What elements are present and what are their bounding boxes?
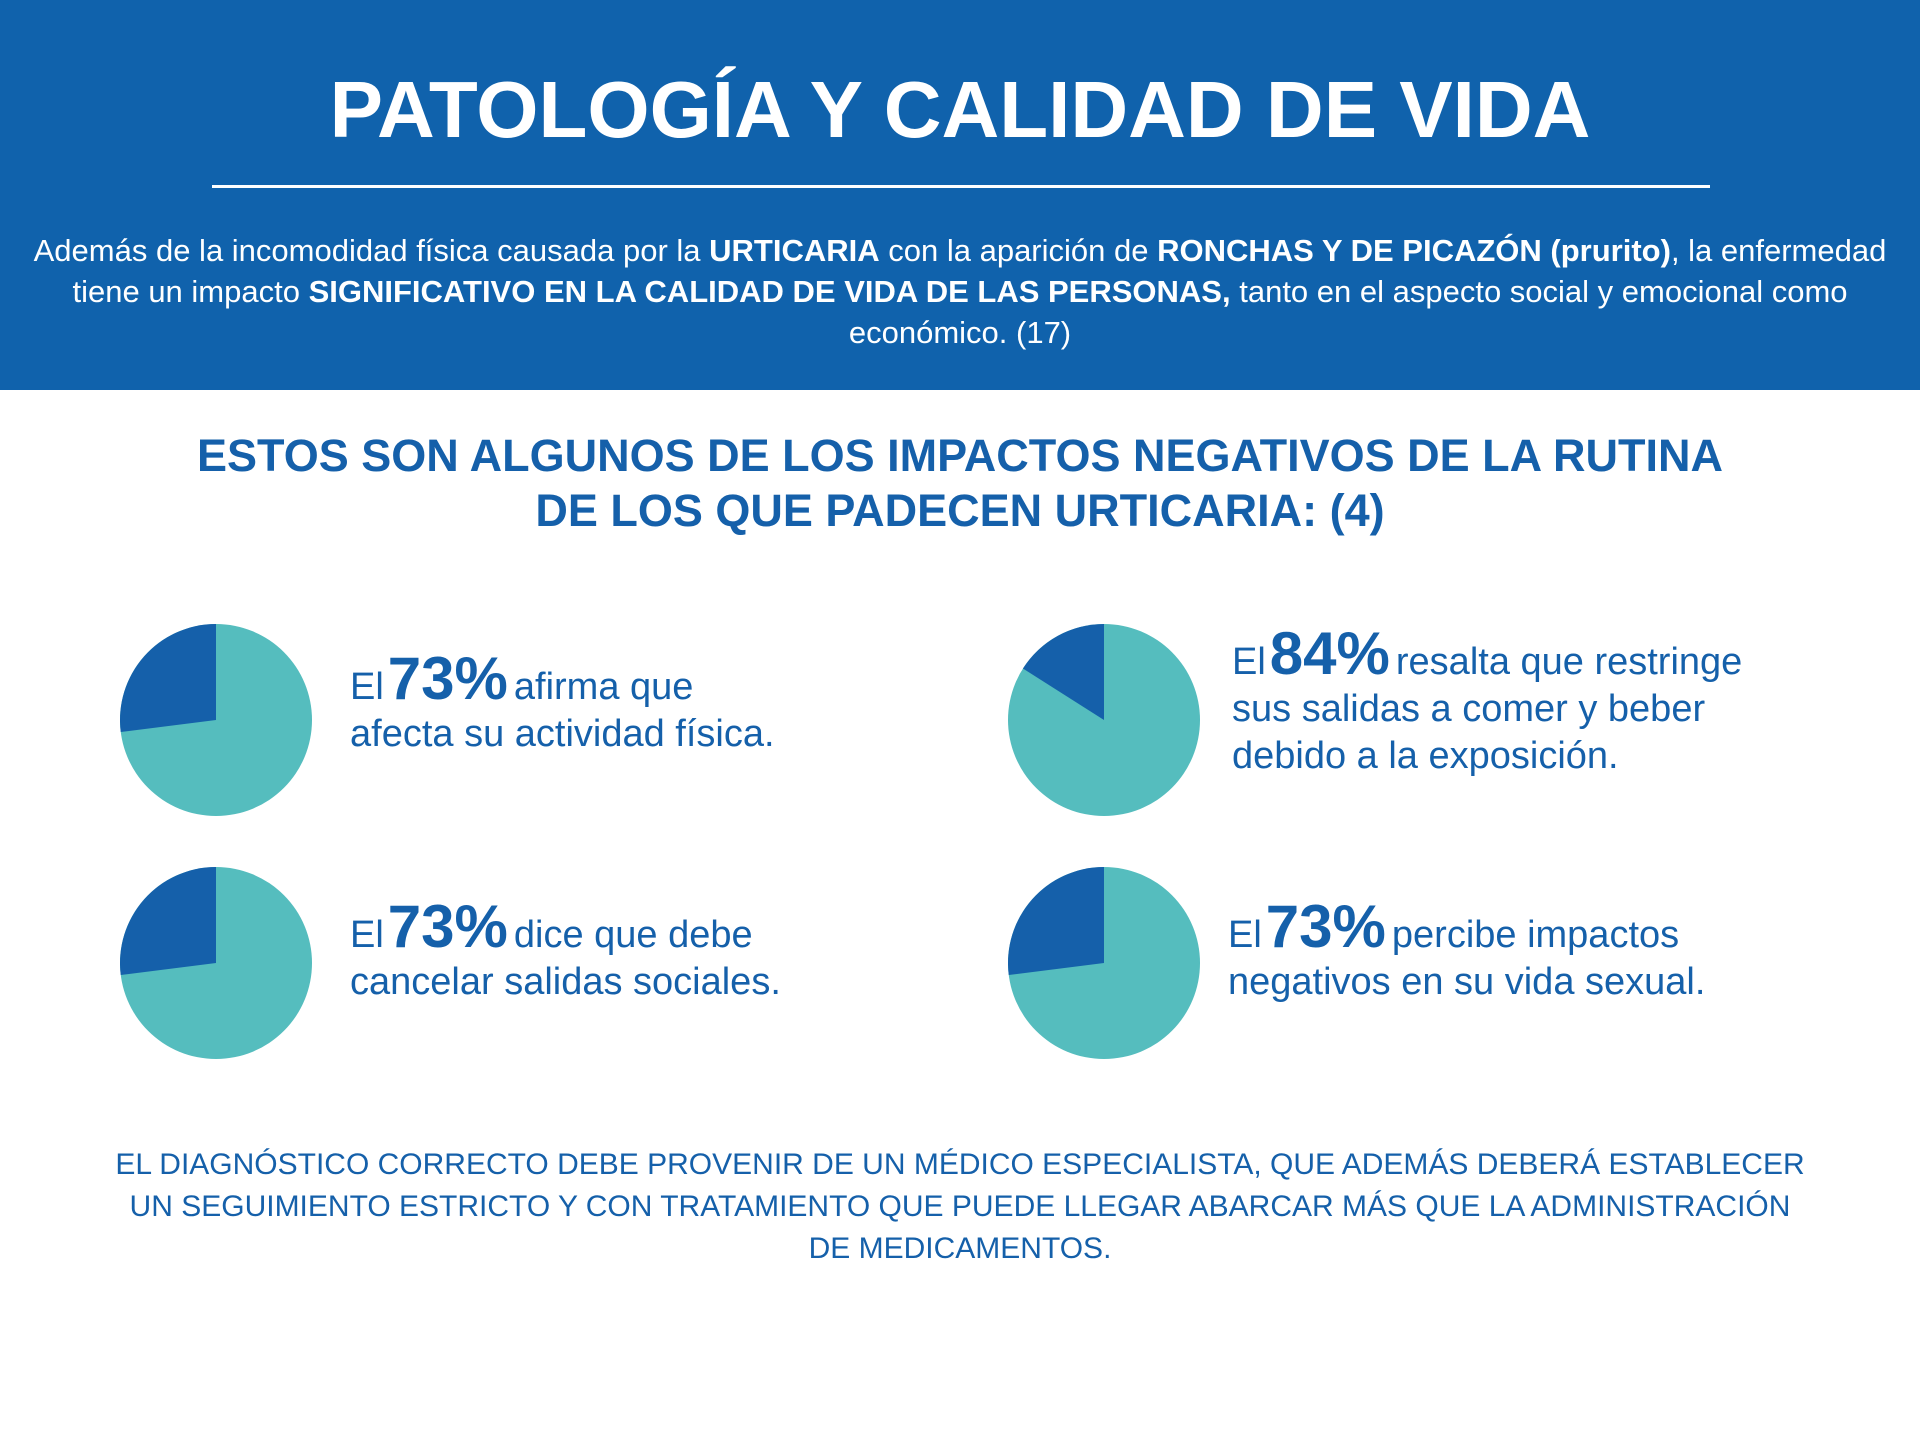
stat-line1-rest: percibe impactos (1391, 914, 1680, 956)
stat-line1-rest: resalta que restringe (1395, 641, 1743, 683)
stat-eating-out: El84% resalta que restringe sus salidas a… (1232, 624, 1743, 780)
stat-line1-rest: dice que debe (513, 914, 753, 956)
section-heading-line2: DE LOS QUE PADECEN URTICARIA: (4) (535, 485, 1385, 536)
pie-chart-physical-activity (120, 624, 312, 816)
stat-line1: El73% afirma que (350, 649, 775, 711)
intro-segment-bold: RONCHAS Y DE PICAZÓN (prurito) (1157, 233, 1671, 268)
stat-prefix: El (350, 666, 384, 708)
intro-segment-bold: SIGNIFICATIVO EN LA CALIDAD DE VIDA DE L… (308, 274, 1231, 309)
stat-line1: El73% dice que debe (350, 897, 781, 959)
stat-line3: debido a la exposición. (1232, 735, 1619, 777)
stat-line2: afecta su actividad física. (350, 713, 775, 755)
stat-percentage: 73% (1265, 893, 1386, 960)
pie-chart-social-outings (120, 867, 312, 1059)
intro-paragraph: Además de la incomodidad física causada … (30, 230, 1890, 353)
footer-line3: DE MEDICAMENTOS. (808, 1232, 1112, 1265)
section-heading-line1: ESTOS SON ALGUNOS DE LOS IMPACTOS NEGATI… (197, 430, 1723, 481)
pie-chart-eating-out (1008, 624, 1200, 816)
title-divider (212, 185, 1710, 188)
pie-slice-remainder (120, 624, 216, 733)
stat-percentage: 73% (387, 645, 508, 712)
pie-chart-sexual-life (1008, 867, 1200, 1059)
stat-percentage: 84% (1269, 620, 1390, 687)
intro-segment-bold: URTICARIA (709, 233, 880, 268)
pie-slice-remainder (1008, 867, 1104, 976)
stat-prefix: El (1228, 914, 1262, 956)
stat-line1-rest: afirma que (513, 666, 694, 708)
page-title: PATOLOGÍA Y CALIDAD DE VIDA (329, 65, 1591, 154)
footer-line1: EL DIAGNÓSTICO CORRECTO DEBE PROVENIR DE… (115, 1148, 1805, 1181)
stat-line1: El73% percibe impactos (1228, 897, 1705, 959)
pie-slice-remainder (120, 867, 216, 976)
pie-slice-remainder (1022, 624, 1104, 720)
section-heading: ESTOS SON ALGUNOS DE LOS IMPACTOS NEGATI… (0, 428, 1920, 538)
stat-prefix: El (350, 914, 384, 956)
stat-line1: El84% resalta que restringe (1232, 624, 1743, 686)
stat-sexual-life: El73% percibe impactos negativos en su vi… (1228, 897, 1706, 1006)
stat-line2: cancelar salidas sociales. (350, 961, 781, 1003)
stat-line2: negativos en su vida sexual. (1228, 961, 1706, 1003)
stat-percentage: 73% (387, 893, 508, 960)
footer-line2: UN SEGUIMIENTO ESTRICTO Y CON TRATAMIENT… (129, 1190, 1791, 1223)
intro-segment: con la aparición de (879, 233, 1158, 268)
stat-line2: sus salidas a comer y beber (1232, 688, 1706, 730)
footer-note: EL DIAGNÓSTICO CORRECTO DEBE PROVENIR DE… (40, 1144, 1880, 1270)
stat-prefix: El (1232, 641, 1266, 683)
intro-segment: , la enfermedad tiene un impacto (72, 233, 1887, 309)
stat-social-outings: El73% dice que debe cancelar salidas soci… (350, 897, 781, 1006)
stat-physical-activity: El73% afirma que afecta su actividad físi… (350, 649, 775, 758)
intro-segment: Además de la incomodidad física causada … (33, 233, 710, 268)
header-banner: PATOLOGÍA Y CALIDAD DE VIDA Además de la… (0, 0, 1920, 390)
intro-segment: tanto en el aspecto social y emocional c… (848, 274, 1848, 350)
